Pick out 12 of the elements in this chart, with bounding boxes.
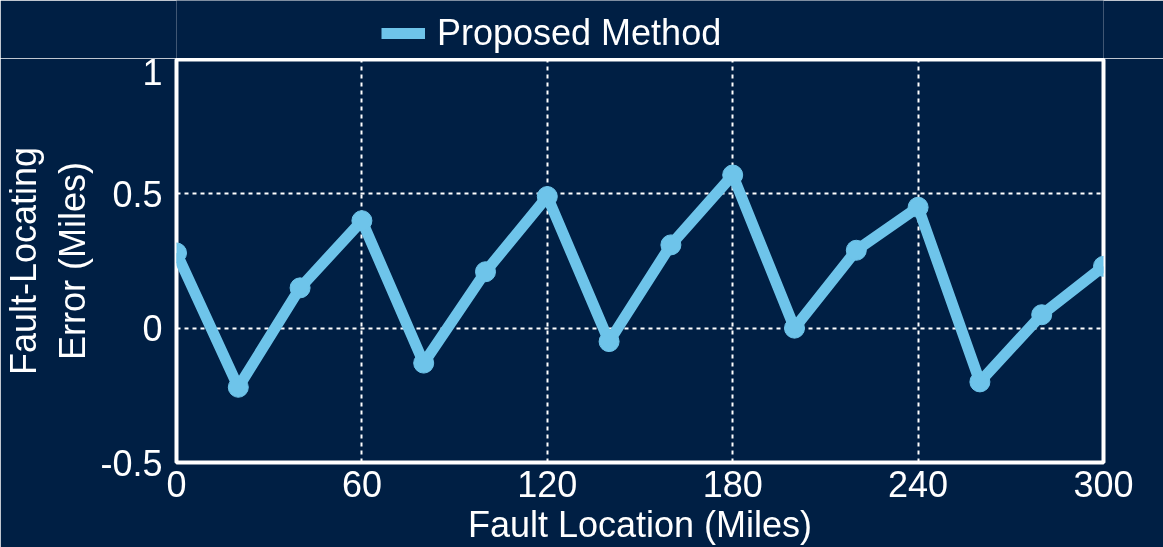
y-axis-title: Fault-Locating Error (Miles)	[3, 146, 94, 376]
x-tick-label: 180	[702, 463, 763, 505]
y-tick-label: 0	[142, 308, 163, 350]
legend-label: Proposed Method	[437, 12, 722, 54]
y-tick-label: 1	[142, 51, 163, 93]
x-axis-title: Fault Location (Miles)	[467, 503, 813, 545]
x-tick-label: 60	[341, 463, 382, 505]
y-tick-label: -0.5	[100, 442, 163, 484]
x-tick-label: 120	[517, 463, 578, 505]
x-tick-label: 300	[1073, 463, 1134, 505]
y-tick-label: 0.5	[112, 173, 163, 215]
x-tick-label: 240	[888, 463, 949, 505]
